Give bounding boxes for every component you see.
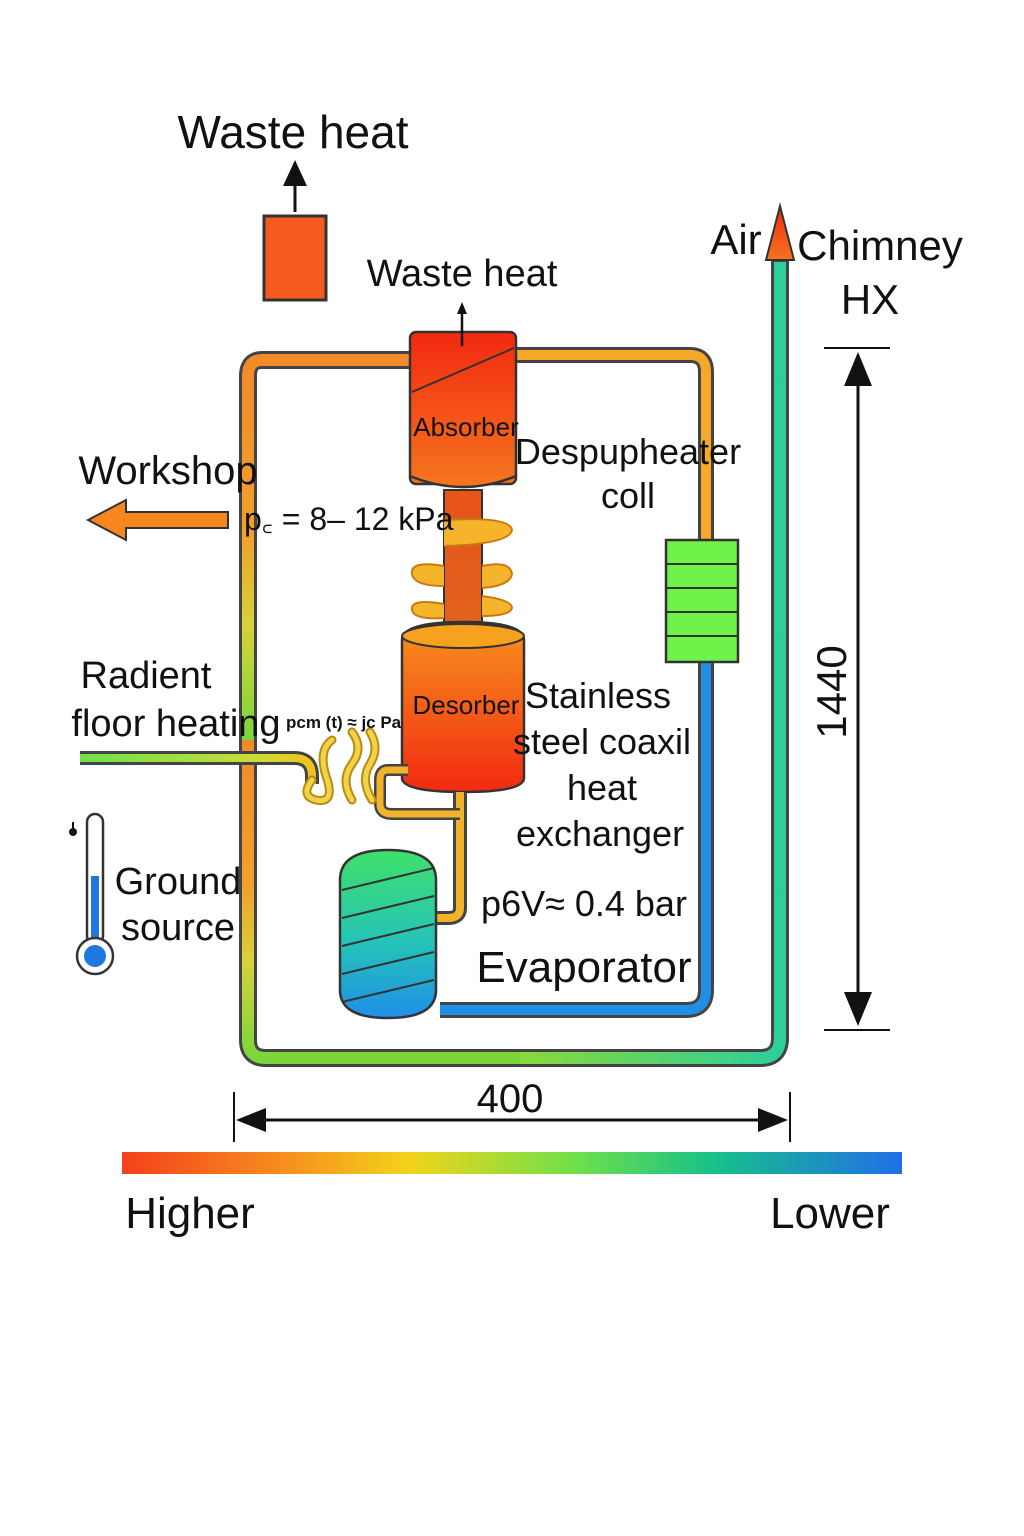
hx-label-line4: exchanger — [516, 813, 684, 854]
pressure-low-label: p6V≈ 0.4 bar — [481, 883, 687, 924]
height-dimension — [824, 347, 890, 1031]
absorber-vessel: Absorber — [408, 330, 519, 489]
arrow-up-icon — [283, 160, 307, 212]
scale-higher-label: Higher — [125, 1189, 255, 1238]
desorber-label: Desorber — [413, 690, 520, 720]
hx-label-line3: heat — [567, 767, 637, 808]
air-label: Air — [710, 216, 761, 263]
waste-heat-absorber-label: Waste heat — [367, 253, 558, 295]
chimney-hx-label: HX — [841, 276, 899, 323]
air-arrow-icon — [764, 202, 796, 261]
hx-label-line2: steel coaxil — [513, 721, 691, 762]
chimney-label: Chimney — [797, 222, 963, 269]
evaporator-label: Evaporator — [476, 943, 691, 992]
absorber-label: Absorber — [413, 412, 519, 442]
temperature-scale-bar — [122, 1152, 902, 1174]
workshop-label: Workshop — [78, 449, 257, 493]
desuperheater-label: Despupheater — [515, 431, 741, 472]
evaporator-vessel — [338, 848, 438, 1020]
desuperheater-coil-label: coll — [601, 475, 655, 516]
chimney-hx-block — [664, 538, 740, 664]
width-dimension — [233, 1092, 791, 1142]
arrow-up-icon — [457, 302, 467, 346]
desorber-vessel: Desorber — [400, 620, 526, 794]
hx-label-line1: Stainless — [525, 675, 671, 716]
pressure-mid-label: pcm (t) ≈ jc Pa — [286, 713, 402, 732]
height-dimension-label: 1440 — [808, 645, 855, 738]
width-dimension-label: 400 — [477, 1077, 544, 1121]
bottom-return-pipe — [520, 262, 786, 1064]
arrow-left-icon — [85, 498, 229, 542]
pressure-high-label: p꜀ = 8– 12 kPa — [244, 501, 454, 537]
connecting-column — [443, 489, 483, 631]
floor-heating-label: floor heating — [71, 703, 280, 745]
waste-heat-block — [262, 214, 328, 302]
source-label: source — [121, 907, 235, 949]
scale-lower-label: Lower — [770, 1189, 890, 1238]
radiant-label: Radient — [81, 655, 212, 697]
thermometer-icon — [69, 812, 115, 976]
waste-heat-top-label: Waste heat — [178, 106, 409, 158]
ground-label: Ground — [115, 861, 242, 903]
desuperheater-coil — [410, 518, 514, 620]
